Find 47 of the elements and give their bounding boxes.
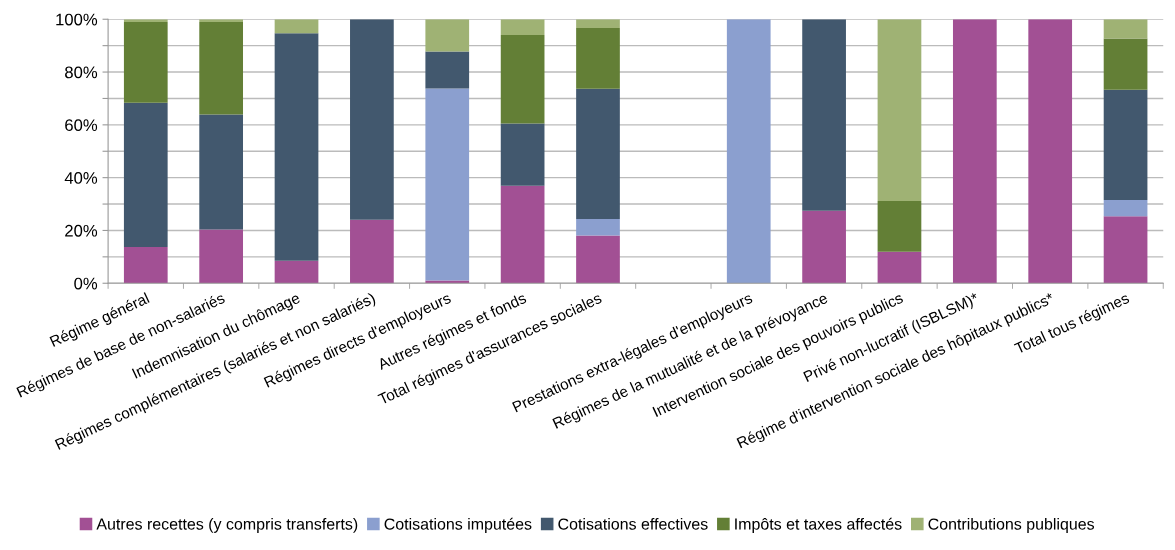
legend-label: Impôts et taxes affectés (735, 517, 902, 533)
legend-label: Autres recettes (y compris transferts) (96, 517, 358, 533)
bar (1103, 19, 1148, 39)
bar (350, 219, 394, 284)
legend-label: Contributions publiques (928, 517, 1095, 533)
bar (726, 19, 771, 284)
bar (425, 88, 470, 281)
bar (274, 260, 319, 284)
legend-label: Cotisations effectives (558, 517, 708, 530)
bar (576, 219, 620, 236)
bar (199, 114, 244, 230)
bar (274, 33, 319, 261)
bar (500, 35, 545, 124)
bar (1103, 89, 1148, 201)
y-tick-label: 80% (65, 66, 98, 79)
bar (500, 185, 545, 284)
bar (576, 19, 620, 28)
bar (952, 19, 997, 284)
bar (1103, 216, 1148, 284)
bar (877, 251, 922, 284)
bar (199, 229, 244, 284)
bar (199, 21, 244, 115)
bar (500, 19, 545, 36)
y-tick-label: 60% (65, 119, 98, 132)
bar (877, 19, 922, 201)
bar (500, 123, 545, 186)
bar (802, 19, 846, 211)
bar (576, 88, 620, 220)
y-tick-label: 100% (56, 13, 98, 26)
bar (802, 210, 846, 284)
bar (123, 21, 168, 103)
bar (877, 200, 922, 252)
bar (123, 247, 168, 284)
y-tick-label: 20% (65, 224, 98, 237)
y-tick-label: 0% (74, 277, 98, 290)
bar (425, 51, 470, 89)
bar (274, 19, 319, 34)
bar (123, 102, 168, 248)
bar (425, 19, 470, 52)
bar (1103, 200, 1148, 217)
bar (576, 27, 620, 89)
y-tick-label: 40% (64, 172, 98, 184)
bar (1028, 19, 1073, 284)
bar (350, 19, 394, 220)
legend-label: Cotisations imputées (384, 517, 532, 533)
bar (1103, 38, 1148, 90)
bar (576, 235, 620, 284)
